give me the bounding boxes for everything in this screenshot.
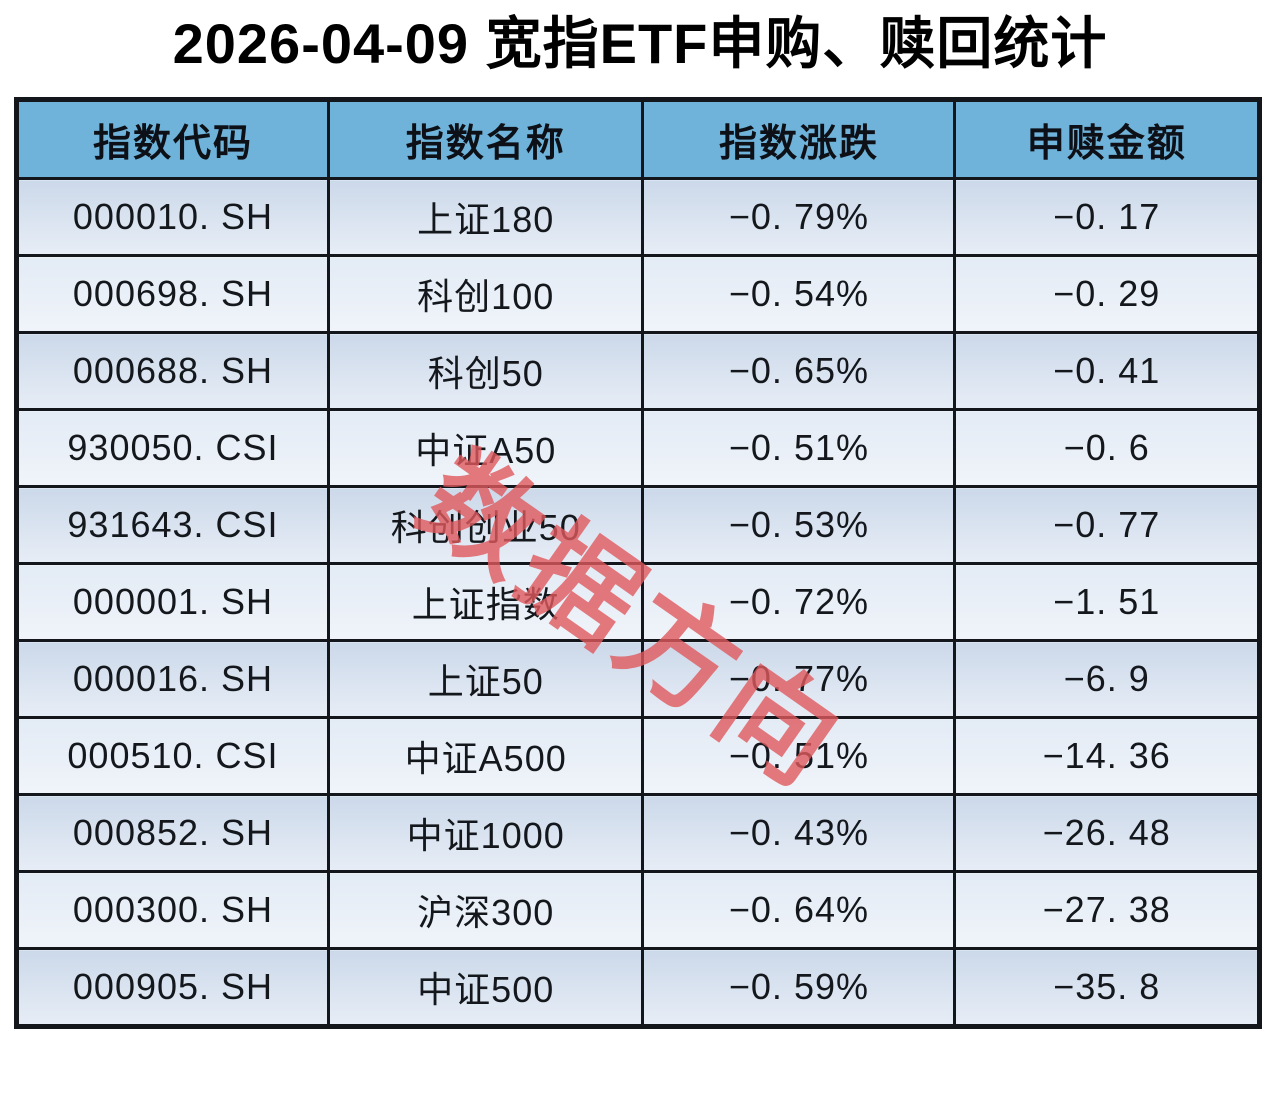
cell-change: −0. 64%	[641, 870, 957, 950]
cell-name: 科创创业50	[326, 485, 645, 565]
cell-change: −0. 43%	[641, 793, 957, 873]
cell-name: 中证1000	[326, 793, 645, 873]
table-row: 930050. CSI 中证A50 −0. 51% −0. 6	[15, 408, 1261, 488]
cell-code: 000001. SH	[15, 562, 330, 642]
table-row: 000001. SH 上证指数 −0. 72% −1. 51	[15, 562, 1261, 642]
cell-amount: −0. 77	[953, 485, 1261, 565]
cell-amount: −1. 51	[953, 562, 1261, 642]
table-body: 000010. SH 上证180 −0. 79% −0. 17 000698. SH 科创…	[15, 177, 1261, 1028]
cell-name: 中证500	[326, 947, 645, 1028]
column-header-index-name: 指数名称	[326, 98, 645, 180]
cell-change: −0. 53%	[641, 485, 957, 565]
cell-code: 000688. SH	[15, 331, 330, 411]
cell-code: 000698. SH	[15, 254, 330, 334]
table-row: 000698. SH 科创100 −0. 54% −0. 29	[15, 254, 1261, 334]
column-header-index-change: 指数涨跌	[641, 98, 957, 180]
cell-change: −0. 54%	[641, 254, 957, 334]
cell-name: 科创100	[326, 254, 645, 334]
cell-name: 上证指数	[326, 562, 645, 642]
cell-change: −0. 79%	[641, 177, 957, 257]
cell-name: 中证A500	[326, 716, 645, 796]
cell-name: 中证A50	[326, 408, 645, 488]
header-row: 指数代码 指数名称 指数涨跌 申赎金额	[15, 98, 1261, 180]
cell-change: −0. 65%	[641, 331, 957, 411]
cell-amount: −14. 36	[953, 716, 1261, 796]
cell-code: 931643. CSI	[15, 485, 330, 565]
cell-amount: −27. 38	[953, 870, 1261, 950]
table-row: 000688. SH 科创50 −0. 65% −0. 41	[15, 331, 1261, 411]
page-title: 2026-04-09 宽指ETF申购、赎回统计	[172, 12, 1108, 75]
cell-amount: −35. 8	[953, 947, 1261, 1028]
cell-name: 科创50	[326, 331, 645, 411]
table-row: 000300. SH 沪深300 −0. 64% −27. 38	[15, 870, 1261, 950]
table-row: 931643. CSI 科创创业50 −0. 53% −0. 77	[15, 485, 1261, 565]
column-header-amount: 申赎金额	[953, 98, 1261, 180]
cell-code: 000300. SH	[15, 870, 330, 950]
cell-change: −0. 51%	[641, 716, 957, 796]
cell-amount: −0. 6	[953, 408, 1261, 488]
cell-code: 930050. CSI	[15, 408, 330, 488]
cell-name: 上证180	[326, 177, 645, 257]
cell-amount: −26. 48	[953, 793, 1261, 873]
cell-name: 上证50	[326, 639, 645, 719]
cell-change: −0. 59%	[641, 947, 957, 1028]
table-header: 指数代码 指数名称 指数涨跌 申赎金额	[15, 98, 1261, 180]
cell-code: 000510. CSI	[15, 716, 330, 796]
cell-amount: −6. 9	[953, 639, 1261, 719]
table-row: 000016. SH 上证50 −0. 77% −6. 9	[15, 639, 1261, 719]
cell-code: 000016. SH	[15, 639, 330, 719]
cell-code: 000010. SH	[15, 177, 330, 257]
table-row: 000852. SH 中证1000 −0. 43% −26. 48	[15, 793, 1261, 873]
cell-change: −0. 72%	[641, 562, 957, 642]
etf-stats-table: 指数代码 指数名称 指数涨跌 申赎金额 000010. SH 上证180 −0. 7…	[14, 97, 1262, 1029]
cell-change: −0. 77%	[641, 639, 957, 719]
cell-code: 000852. SH	[15, 793, 330, 873]
cell-amount: −0. 17	[953, 177, 1261, 257]
table-row: 000510. CSI 中证A500 −0. 51% −14. 36	[15, 716, 1261, 796]
cell-name: 沪深300	[326, 870, 645, 950]
cell-change: −0. 51%	[641, 408, 957, 488]
cell-amount: −0. 41	[953, 331, 1261, 411]
cell-amount: −0. 29	[953, 254, 1261, 334]
column-header-index-code: 指数代码	[15, 98, 330, 180]
table-row: 000905. SH 中证500 −0. 59% −35. 8	[15, 947, 1261, 1028]
table-row: 000010. SH 上证180 −0. 79% −0. 17	[15, 177, 1261, 257]
cell-code: 000905. SH	[15, 947, 330, 1028]
